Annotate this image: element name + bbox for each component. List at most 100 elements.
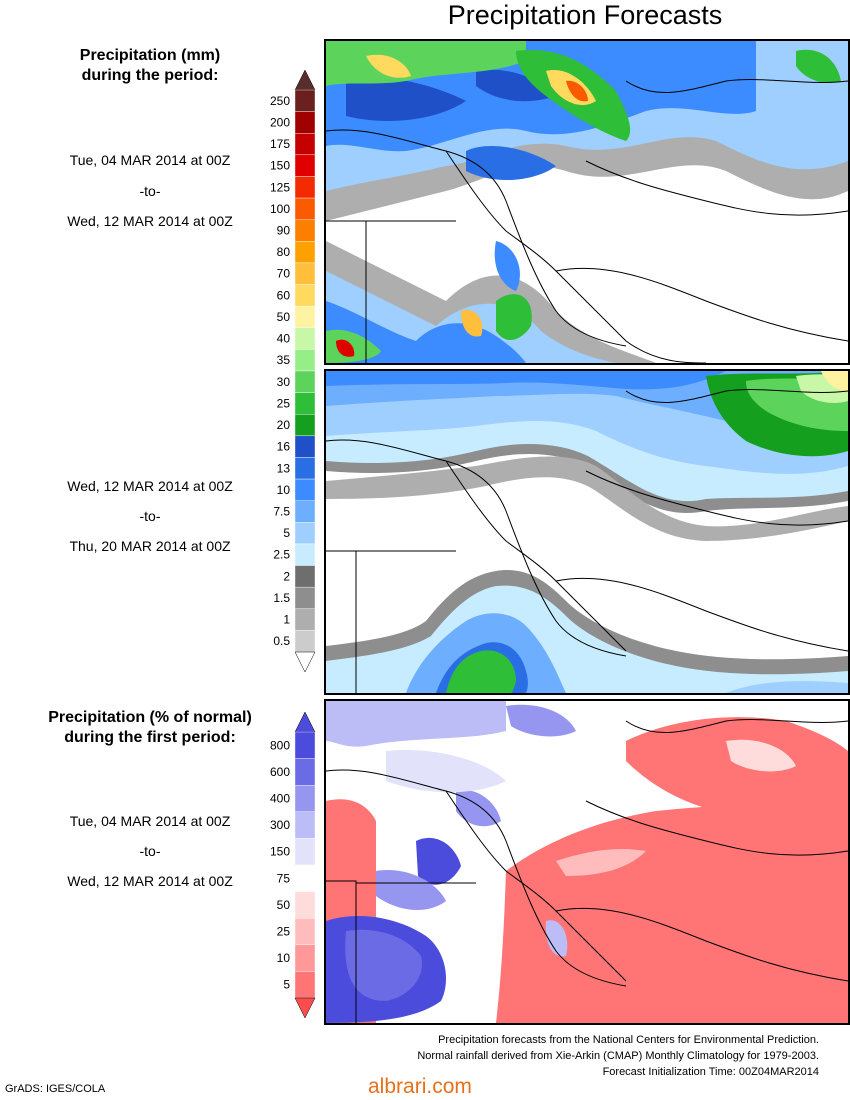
legend-mm-header-line2: during the period: [81,67,219,84]
colorbar-mm-tick-label: 50 [277,310,291,324]
colorbar-pct-tick-label: 800 [270,738,290,752]
colorbar-pct-tick-label: 300 [270,818,290,832]
grads-credit: GrADS: IGES/COLA [5,1083,106,1095]
colorbar-mm-tick-label: 16 [277,440,291,454]
legend-pct-header: Precipitation (% of normal) during the f… [0,708,300,748]
colorbar-pct-swatch [294,731,316,759]
colorbar-mm-swatch [294,89,316,112]
colorbar-mm-top-arrow [294,70,316,91]
colorbar-pct: 800 600 400 300 150 75 50 25 10 5 [270,712,316,1018]
legend-pct-header-line2: during the first period: [64,729,236,746]
colorbar-mm-swatch [294,435,316,458]
colorbar-mm-swatch [294,111,316,134]
colorbar-mm-tick-label: 250 [270,94,290,108]
footer-line3: Forecast Initialization Time: 00Z04MAR20… [602,1066,819,1078]
period2-from: Wed, 12 MAR 2014 at 00Z [67,478,233,494]
colorbar-pct-tick-label: 400 [270,792,290,806]
colorbar-mm-swatch [294,176,316,199]
colorbar-pct-swatch [294,811,316,839]
period1-to: Wed, 12 MAR 2014 at 00Z [67,213,233,229]
colorbar-mm-tick-label: 80 [277,245,291,259]
colorbar-pct-swatch [294,917,316,945]
colorbar-pct-tick-label: 600 [270,765,290,779]
colorbar-mm-bottom-arrow [294,651,316,672]
colorbar-pct-swatch [294,784,316,812]
colorbar-pct-tick-label: 50 [277,898,291,912]
colorbar-mm-tick-label: 0.5 [273,634,290,648]
colorbar-mm-tick-label: 1.5 [273,591,290,605]
colorbar-mm-tick-label: 10 [277,483,291,497]
colorbar-mm-tick-label: 7.5 [273,505,290,519]
colorbar-mm-swatch [294,219,316,242]
colorbar-mm-swatch [294,197,316,220]
colorbar-mm-swatch [294,608,316,631]
page-title: Precipitation Forecasts [447,0,723,30]
colorbar-pct-swatch [294,838,316,866]
colorbar-mm-tick-label: 175 [270,137,290,151]
map-panel-period1 [324,39,850,365]
colorbar-mm-tick-label: 30 [277,375,291,389]
map-panel-pct-normal [324,699,850,1025]
colorbar-mm-tick-label: 60 [277,288,291,302]
colorbar-pct-swatch [294,864,316,892]
colorbar-mm-tick-label: 90 [277,224,291,238]
footer-line2: Normal rainfall derived from Xie-Arkin (… [417,1050,819,1062]
period2-to: Thu, 20 MAR 2014 at 00Z [69,538,231,554]
colorbar-mm-tick-label: 13 [277,461,291,475]
colorbar-mm-tick-label: 40 [277,332,291,346]
precip-map-period1 [326,41,848,363]
colorbar-mm-tick-label: 2.5 [273,548,290,562]
colorbar-pct-tick-label: 75 [277,871,291,885]
period3-from: Tue, 04 MAR 2014 at 00Z [69,813,231,829]
colorbar-mm-tick-label: 125 [270,180,290,194]
colorbar-pct-tick-label: 10 [277,951,291,965]
footer-credits: Precipitation forecasts from the Nationa… [417,1032,819,1080]
period2-sep: -to- [139,508,161,524]
colorbar-pct-swatch [294,758,316,786]
colorbar-mm-tick-label: 150 [270,159,290,173]
colorbar-mm-swatch [294,478,316,501]
legend-mm-header-line1: Precipitation (mm) [79,47,221,64]
period1-from: Tue, 04 MAR 2014 at 00Z [69,152,231,168]
colorbar-mm-tick-label: 20 [277,418,291,432]
legend-pct-header-line1: Precipitation (% of normal) [48,709,252,726]
colorbar-mm-tick-label: 100 [270,202,290,216]
colorbar-pct-tick-label: 5 [283,978,290,992]
map-panel-period2 [324,369,850,695]
colorbar-pct-bottom-arrow [294,997,316,1018]
colorbar-pct-top-arrow [294,712,316,733]
colorbar-mm-swatch [294,262,316,285]
colorbar-mm-swatch [294,522,316,545]
pct-normal-map [326,701,848,1023]
colorbar-mm-swatch [294,500,316,523]
colorbar-mm-swatch [294,241,316,264]
colorbar-pct-tick-label: 150 [270,845,290,859]
precip-map-period2 [326,371,848,693]
colorbar-mm-swatch [294,543,316,566]
colorbar-mm-swatch [294,457,316,480]
colorbar-pct-swatch [294,891,316,919]
colorbar-mm-swatch [294,327,316,350]
period1-sep: -to- [139,183,161,199]
colorbar-pct-swatch [294,944,316,972]
colorbar-mm-swatch [294,154,316,177]
colorbar-mm-swatch [294,305,316,328]
colorbar-mm-tick-label: 25 [277,396,291,410]
colorbar-mm-tick-label: 2 [283,569,290,583]
watermark: albrari.com [368,1075,472,1098]
period3-to: Wed, 12 MAR 2014 at 00Z [67,873,233,889]
colorbar-mm-swatch [294,586,316,609]
colorbar-mm-swatch [294,133,316,156]
colorbar-pct-swatch [294,971,316,999]
colorbar-mm-swatch [294,392,316,415]
colorbar-mm-tick-label: 5 [283,526,290,540]
colorbar-mm-swatch [294,284,316,307]
colorbar-mm-swatch [294,565,316,588]
colorbar-mm-swatch [294,349,316,372]
footer-line1: Precipitation forecasts from the Nationa… [438,1034,819,1046]
colorbar-mm-tick-label: 70 [277,267,291,281]
colorbar-mm-swatch [294,370,316,393]
colorbar-mm: 2502001751501251009080706050403530252016… [270,70,316,672]
colorbar-mm-swatch [294,630,316,653]
period3-sep: -to- [139,843,161,859]
